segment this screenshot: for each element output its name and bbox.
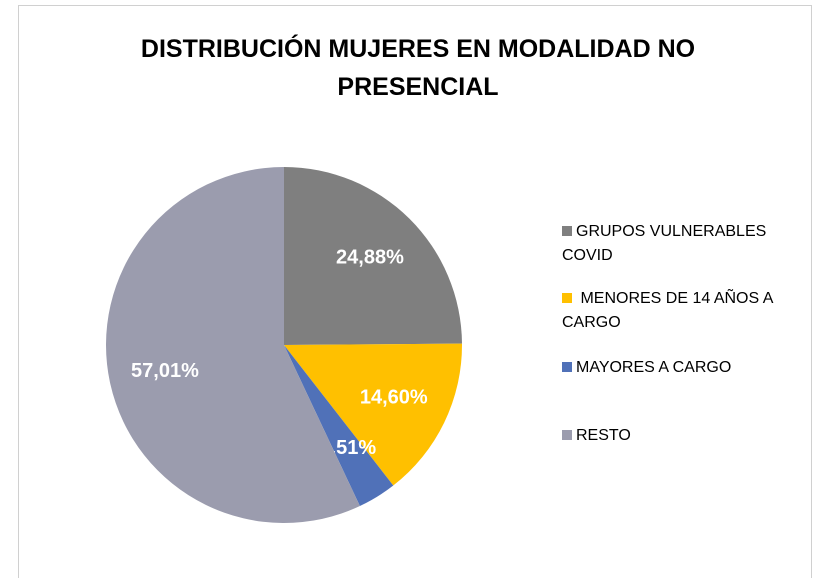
chart-frame xyxy=(18,5,812,578)
pie-slice xyxy=(284,167,462,345)
legend-item: GRUPOS VULNERABLES COVID xyxy=(562,220,802,268)
legend-label: GRUPOS VULNERABLES COVID xyxy=(562,223,771,264)
pie-slice xyxy=(284,345,394,507)
legend-swatch xyxy=(562,226,572,236)
pie-slice xyxy=(284,343,462,486)
legend-swatch xyxy=(562,430,572,440)
pie-slice xyxy=(106,167,360,523)
data-label: 24,88% xyxy=(336,247,404,269)
legend-label: MENORES DE 14 AÑOS A CARGO xyxy=(562,290,777,331)
legend-item: MENORES DE 14 AÑOS A CARGO xyxy=(562,287,802,335)
legend-item: RESTO xyxy=(562,424,802,448)
chart-title: DISTRIBUCIÓN MUJERES EN MODALIDAD NO PRE… xyxy=(140,35,696,101)
legend-label: RESTO xyxy=(576,427,631,444)
data-label: 57,01% xyxy=(131,360,199,382)
legend-swatch xyxy=(562,293,572,303)
data-label: 14,60% xyxy=(360,386,428,408)
legend-item: MAYORES A CARGO xyxy=(562,356,802,380)
legend-label: MAYORES A CARGO xyxy=(576,359,732,376)
legend-swatch xyxy=(562,362,572,372)
